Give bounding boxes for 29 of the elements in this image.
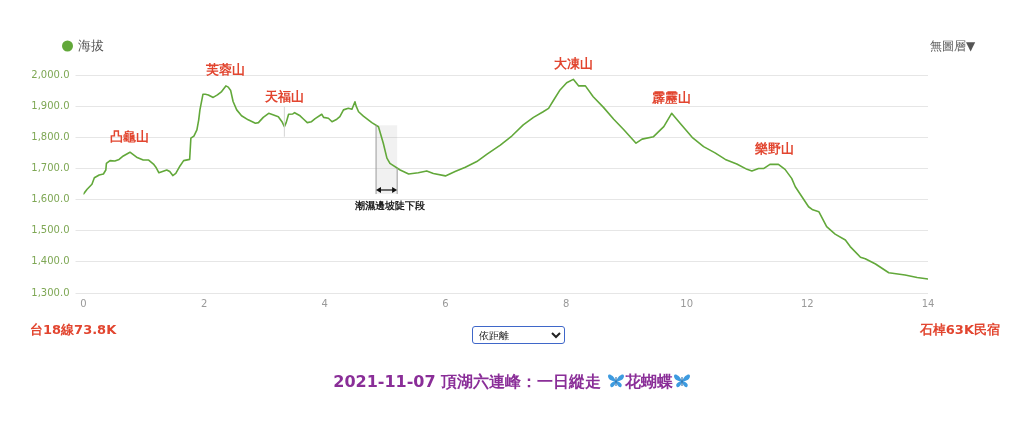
y-tick-label: 1,900.0	[31, 99, 70, 111]
y-tick-label: 2,000.0	[31, 68, 70, 80]
legend-label: 海拔	[77, 38, 104, 54]
y-tick-label: 1,400.0	[31, 255, 70, 267]
ref-line-label: 天福山	[263, 89, 304, 105]
x-tick-label: 12	[800, 297, 814, 309]
chart-title: 2021-11-07 頂湖六連峰：一日縱走 花蝴蝶	[333, 372, 673, 391]
annotation: 樂野山	[753, 140, 794, 156]
text: 台18線73.8K	[30, 322, 117, 338]
y-tick-label: 1,700.0	[31, 162, 70, 174]
x-tick-label: 4	[321, 297, 328, 309]
annotation: 芙蓉山	[205, 62, 246, 78]
band-label: 潮濕邊坡陡下段	[353, 199, 426, 211]
annotation: 凸龜山	[110, 128, 150, 144]
y-tick-label: 1,300.0	[31, 286, 70, 298]
text: 無圖層▼	[930, 38, 976, 54]
text: 石棹63K民宿	[919, 322, 1000, 338]
y-tick-label: 1,600.0	[31, 193, 70, 205]
x-tick-label: 8	[562, 297, 570, 309]
x-tick-label: 14	[921, 297, 935, 309]
x-tick-label: 0	[80, 297, 87, 309]
y-tick-label: 1,500.0	[31, 224, 70, 236]
y-tick-label: 1,800.0	[31, 130, 70, 142]
x-tick-label: 6	[442, 297, 449, 309]
x-tick-label: 10	[680, 297, 694, 309]
x-tick-label: 2	[200, 297, 208, 309]
dropdown: 依距離	[472, 326, 565, 344]
annotation: 大凍山	[553, 55, 593, 71]
annotation: 霹靂山	[651, 89, 692, 105]
